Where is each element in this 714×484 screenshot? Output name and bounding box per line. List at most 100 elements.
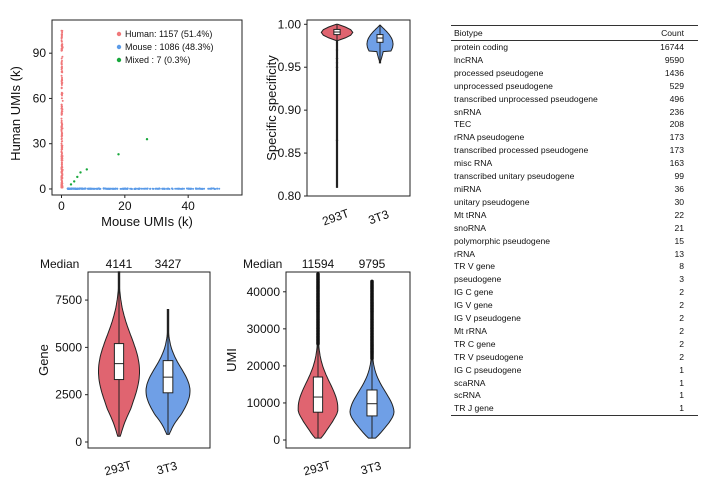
table-row: transcribed unitary pseudogene 99 [451, 170, 698, 183]
legend-label-human: Human: 1157 (51.4%) [125, 29, 212, 39]
human-cell-point [61, 33, 63, 36]
table-row: snRNA 236 [451, 106, 698, 119]
mouse-cell-point [66, 187, 69, 190]
biotype-cell: TR V pseudogene [454, 351, 524, 362]
human-cell-point [60, 119, 63, 122]
mouse-cell-point [171, 187, 174, 190]
table-row: Mt tRNA 22 [451, 209, 698, 222]
mouse-cell-point [201, 187, 204, 190]
spec-x-tick-label: 3T3 [367, 207, 392, 227]
gene-median-value: 4141 [106, 257, 133, 271]
spec-y-tick-label: 1.00 [278, 17, 302, 31]
count-cell: 1 [679, 377, 684, 388]
mouse-cell-point [122, 187, 125, 190]
mouse-cell-point [70, 187, 73, 190]
mouse-cell-point [116, 187, 119, 190]
spec-y-tick-label: 0.90 [278, 103, 302, 117]
mixed-cell-point [76, 175, 79, 179]
count-cell: 2 [679, 313, 684, 324]
mouse-cell-point [181, 187, 184, 190]
biotype-table: Biotype Count protein coding 16744 lncRNA 9… [451, 25, 698, 417]
count-cell: 99 [674, 171, 684, 182]
mouse-cell-point [88, 187, 90, 190]
spec-outlier-point [335, 57, 339, 60]
biotype-cell: transcribed unitary pseudogene [454, 171, 575, 182]
count-cell: 1436 [664, 67, 684, 78]
biotype-cell: unprocessed pseudogene [454, 80, 553, 91]
mouse-cell-point [137, 187, 140, 190]
mouse-cell-point [98, 187, 101, 190]
count-cell: 163 [669, 158, 684, 169]
biotype-cell: transcribed processed pseudogene [454, 145, 589, 156]
mouse-cell-point [185, 187, 188, 190]
biotype-cell: scRNA [454, 390, 481, 401]
human-cell-point [60, 178, 63, 181]
human-cell-point [60, 130, 63, 133]
mouse-cell-point [198, 187, 201, 190]
count-cell: 208 [669, 119, 684, 130]
biotype-cell: scaRNA [454, 377, 486, 388]
table-row: IG C gene 2 [451, 286, 698, 299]
legend-marker-human [116, 31, 122, 37]
biotype-cell: rRNA [454, 248, 476, 259]
table-header-row: Biotype Count [451, 25, 698, 41]
table-row: IG V pseudogene 2 [451, 312, 698, 325]
mouse-cell-point [158, 187, 161, 190]
table-row: TR J gene 1 [451, 402, 698, 417]
mouse-cell-point [174, 187, 177, 190]
x-axis-label: Mouse UMIs (k) [101, 214, 193, 229]
mouse-cell-point [130, 187, 133, 190]
count-cell: 3 [679, 274, 684, 285]
human-cell-point [61, 47, 64, 50]
human-cell-point [60, 87, 63, 90]
human-cell-point [60, 161, 63, 164]
table-row: TR C gene 2 [451, 338, 698, 351]
human-cell-point [61, 81, 64, 84]
spec-y-axis-label: Specific specificity [264, 55, 279, 161]
umi-x-tick-label: 3T3 [359, 459, 383, 478]
human-cell-point [60, 133, 63, 136]
mixed-cell-point [145, 138, 149, 141]
human-cell-point [60, 79, 63, 82]
human-cell-point [60, 62, 63, 65]
umi-x-tick-label: 293T [302, 458, 333, 479]
human-cell-point [61, 123, 63, 126]
mouse-cell-point [203, 187, 206, 190]
mouse-cell-point [196, 187, 199, 190]
mouse-cell-point [155, 187, 158, 190]
column-header-biotype: Biotype [451, 25, 646, 41]
count-cell: 2 [679, 351, 684, 362]
mouse-cell-point [166, 187, 169, 190]
biotype-cell: IG V pseudogene [454, 313, 521, 324]
mouse-cell-point [216, 187, 219, 190]
mouse-cell-point [134, 187, 137, 190]
mixed-cell-point [117, 153, 120, 156]
spec-outlier-point [335, 48, 339, 52]
mouse-cell-point [183, 187, 185, 190]
biotype-cell: TEC [454, 119, 472, 130]
mouse-cell-point [95, 187, 98, 190]
biotype-cell: IG C pseudogene [454, 364, 522, 375]
count-cell: 16744 [660, 42, 684, 52]
umi-median-header: Median [243, 257, 282, 271]
mixed-cell-point [69, 183, 73, 186]
count-cell: 36 [674, 183, 684, 194]
table-row: IG C pseudogene 1 [451, 364, 698, 377]
biotype-cell: IG V gene [454, 300, 493, 311]
human-cell-point [60, 151, 63, 154]
human-cell-point [60, 186, 63, 189]
mouse-cell-point [190, 187, 193, 190]
umi-y-axis-label: UMI [224, 348, 239, 372]
human-cell-point [60, 40, 63, 43]
human-cell-point [61, 55, 64, 58]
mixed-cell-point [85, 168, 89, 171]
biotype-cell: rRNA pseudogene [454, 132, 525, 143]
spec-y-tick-label: 0.95 [278, 60, 302, 74]
table-row: processed pseudogene 1436 [451, 67, 698, 80]
biotype-cell: Mt rRNA [454, 325, 487, 336]
x-tick-label: 40 [181, 199, 195, 213]
human-cell-point [60, 57, 63, 60]
human-cell-point [60, 103, 63, 106]
mouse-cell-point [213, 187, 216, 190]
